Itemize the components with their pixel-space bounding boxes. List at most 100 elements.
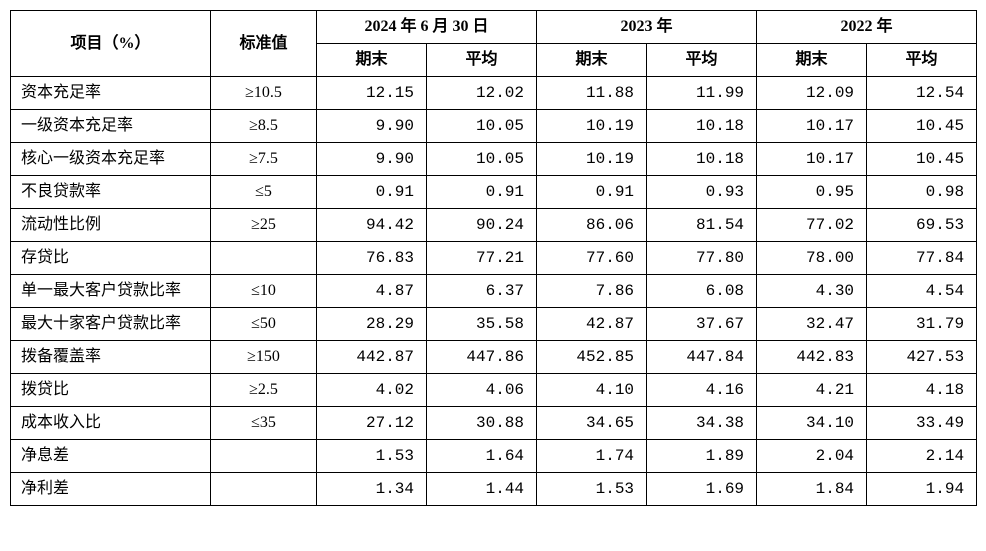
- cell-value: 77.02: [757, 209, 867, 242]
- cell-value: 69.53: [867, 209, 977, 242]
- cell-value: 10.18: [647, 143, 757, 176]
- cell-value: 4.02: [317, 374, 427, 407]
- cell-value: 1.53: [317, 440, 427, 473]
- cell-value: 0.98: [867, 176, 977, 209]
- cell-value: 6.37: [427, 275, 537, 308]
- table-row: 拨备覆盖率≥150442.87447.86452.85447.84442.834…: [11, 341, 977, 374]
- cell-value: 34.38: [647, 407, 757, 440]
- cell-value: 1.84: [757, 473, 867, 506]
- cell-item: 一级资本充足率: [11, 110, 211, 143]
- cell-item: 存贷比: [11, 242, 211, 275]
- cell-value: 4.21: [757, 374, 867, 407]
- table-row: 一级资本充足率≥8.59.9010.0510.1910.1810.1710.45: [11, 110, 977, 143]
- cell-value: 90.24: [427, 209, 537, 242]
- cell-value: 33.49: [867, 407, 977, 440]
- cell-value: 10.18: [647, 110, 757, 143]
- cell-value: 10.19: [537, 110, 647, 143]
- cell-item: 流动性比例: [11, 209, 211, 242]
- cell-item: 资本充足率: [11, 77, 211, 110]
- cell-standard: ≤50: [211, 308, 317, 341]
- table-row: 流动性比例≥2594.4290.2486.0681.5477.0269.53: [11, 209, 977, 242]
- cell-standard: ≥2.5: [211, 374, 317, 407]
- cell-value: 12.09: [757, 77, 867, 110]
- cell-value: 2.04: [757, 440, 867, 473]
- table-row: 资本充足率≥10.512.1512.0211.8811.9912.0912.54: [11, 77, 977, 110]
- financial-metrics-table: 项目（%） 标准值 2024 年 6 月 30 日 2023 年 2022 年 …: [10, 10, 977, 506]
- cell-value: 10.19: [537, 143, 647, 176]
- cell-value: 4.10: [537, 374, 647, 407]
- header-sub-end: 期末: [537, 44, 647, 77]
- cell-value: 6.08: [647, 275, 757, 308]
- cell-value: 452.85: [537, 341, 647, 374]
- table-row: 最大十家客户贷款比率≤5028.2935.5842.8737.6732.4731…: [11, 308, 977, 341]
- cell-value: 10.17: [757, 110, 867, 143]
- cell-value: 35.58: [427, 308, 537, 341]
- table-row: 不良贷款率≤50.910.910.910.930.950.98: [11, 176, 977, 209]
- cell-value: 1.64: [427, 440, 537, 473]
- table-row: 拨贷比≥2.54.024.064.104.164.214.18: [11, 374, 977, 407]
- cell-value: 86.06: [537, 209, 647, 242]
- cell-value: 4.16: [647, 374, 757, 407]
- cell-value: 77.80: [647, 242, 757, 275]
- cell-item: 不良贷款率: [11, 176, 211, 209]
- cell-standard: ≤10: [211, 275, 317, 308]
- cell-value: 10.45: [867, 110, 977, 143]
- cell-value: 447.84: [647, 341, 757, 374]
- header-period-2024: 2024 年 6 月 30 日: [317, 11, 537, 44]
- cell-standard: ≤35: [211, 407, 317, 440]
- cell-value: 12.02: [427, 77, 537, 110]
- table-row: 净息差1.531.641.741.892.042.14: [11, 440, 977, 473]
- cell-item: 成本收入比: [11, 407, 211, 440]
- cell-value: 10.05: [427, 143, 537, 176]
- cell-standard: ≥25: [211, 209, 317, 242]
- cell-value: 78.00: [757, 242, 867, 275]
- header-item: 项目（%）: [11, 11, 211, 77]
- cell-value: 1.34: [317, 473, 427, 506]
- cell-value: 37.67: [647, 308, 757, 341]
- cell-value: 1.44: [427, 473, 537, 506]
- cell-value: 0.91: [537, 176, 647, 209]
- cell-value: 0.95: [757, 176, 867, 209]
- cell-value: 442.87: [317, 341, 427, 374]
- cell-standard: [211, 473, 317, 506]
- cell-value: 1.94: [867, 473, 977, 506]
- cell-standard: ≥7.5: [211, 143, 317, 176]
- cell-standard: ≤5: [211, 176, 317, 209]
- cell-value: 30.88: [427, 407, 537, 440]
- cell-value: 10.05: [427, 110, 537, 143]
- cell-standard: [211, 242, 317, 275]
- cell-standard: [211, 440, 317, 473]
- cell-value: 427.53: [867, 341, 977, 374]
- cell-standard: ≥150: [211, 341, 317, 374]
- table-row: 单一最大客户贷款比率≤104.876.377.866.084.304.54: [11, 275, 977, 308]
- cell-value: 77.84: [867, 242, 977, 275]
- cell-value: 34.10: [757, 407, 867, 440]
- cell-value: 4.87: [317, 275, 427, 308]
- cell-value: 76.83: [317, 242, 427, 275]
- cell-value: 1.53: [537, 473, 647, 506]
- cell-value: 1.89: [647, 440, 757, 473]
- cell-value: 77.60: [537, 242, 647, 275]
- cell-value: 4.06: [427, 374, 537, 407]
- cell-value: 442.83: [757, 341, 867, 374]
- table-body: 资本充足率≥10.512.1512.0211.8811.9912.0912.54…: [11, 77, 977, 506]
- cell-value: 28.29: [317, 308, 427, 341]
- cell-value: 447.86: [427, 341, 537, 374]
- table-row: 核心一级资本充足率≥7.59.9010.0510.1910.1810.1710.…: [11, 143, 977, 176]
- table-row: 存贷比76.8377.2177.6077.8078.0077.84: [11, 242, 977, 275]
- table-row: 净利差 1.341.441.531.691.841.94: [11, 473, 977, 506]
- cell-item: 核心一级资本充足率: [11, 143, 211, 176]
- cell-value: 12.54: [867, 77, 977, 110]
- cell-value: 4.18: [867, 374, 977, 407]
- cell-value: 0.91: [317, 176, 427, 209]
- cell-value: 12.15: [317, 77, 427, 110]
- cell-value: 7.86: [537, 275, 647, 308]
- cell-value: 0.93: [647, 176, 757, 209]
- header-sub-avg: 平均: [647, 44, 757, 77]
- cell-value: 1.69: [647, 473, 757, 506]
- cell-value: 10.45: [867, 143, 977, 176]
- header-sub-avg: 平均: [867, 44, 977, 77]
- cell-item: 净利差: [11, 473, 211, 506]
- cell-value: 32.47: [757, 308, 867, 341]
- cell-value: 1.74: [537, 440, 647, 473]
